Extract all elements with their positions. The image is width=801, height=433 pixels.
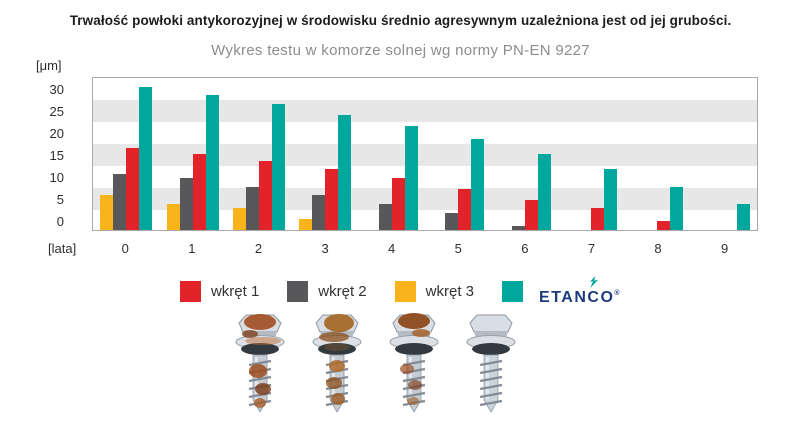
bar: [272, 104, 286, 230]
x-tick-label: 5: [454, 241, 462, 256]
bar: [192, 154, 206, 230]
chart-title: Trwałość powłoki antykorozyjnej w środow…: [69, 13, 732, 28]
legend-item-wkret-3: wkręt 3: [394, 280, 475, 302]
bar: [458, 188, 472, 230]
bar-group-year-6: [491, 78, 557, 230]
bar: [537, 154, 551, 230]
x-tick-label: 0: [121, 241, 129, 256]
legend-swatch-red: [179, 280, 201, 302]
legend-item-etanco: ETANCO®: [502, 276, 621, 306]
registered-trademark-symbol: ®: [614, 290, 622, 297]
bar: [511, 225, 525, 230]
plot-area: [92, 77, 758, 231]
y-tick-label: 30: [49, 82, 64, 97]
bar: [591, 208, 605, 230]
bar-group-year-1: [159, 78, 225, 230]
bar: [604, 169, 618, 230]
bar-group-year-9: [691, 78, 757, 230]
bar-group-year-0: [93, 78, 159, 230]
bar-group-year-2: [226, 78, 292, 230]
legend-label: wkręt 2: [318, 282, 367, 300]
y-tick-label: 5: [56, 192, 64, 207]
bar: [100, 195, 114, 230]
x-tick-label: 4: [388, 241, 396, 256]
bar: [126, 147, 140, 230]
bar: [471, 138, 485, 230]
legend-item-wkret-1: wkręt 1: [179, 280, 260, 302]
clean-etanco-screw-photo: [463, 311, 519, 422]
screw-photos-row: [232, 311, 519, 422]
bar: [113, 173, 127, 230]
bar: [338, 114, 352, 230]
legend-label: wkręt 3: [425, 282, 475, 300]
bar: [233, 208, 247, 230]
y-axis-tick-labels: 0 5 10 15 20 25 30: [30, 77, 82, 231]
rusty-screw-photo-1: [232, 311, 288, 422]
y-axis-unit-label: [μm]: [36, 58, 62, 73]
bar: [205, 95, 219, 230]
x-tick-label: 1: [188, 241, 196, 256]
bar: [246, 186, 260, 230]
etanco-spark-icon: [589, 276, 598, 289]
bar: [179, 177, 193, 230]
y-tick-label: 15: [49, 148, 64, 163]
bar: [445, 212, 459, 230]
x-tick-label: 2: [254, 241, 263, 256]
bar: [657, 221, 671, 230]
legend-label: wkręt 1: [210, 282, 260, 300]
y-tick-label: 10: [49, 170, 64, 185]
x-axis-tick-labels: 0 1 2 3 4 5 6 7 8 9: [92, 241, 758, 256]
y-tick-label: 25: [49, 104, 64, 119]
bar: [404, 125, 418, 230]
chart-subtitle: Wykres testu w komorze solnej wg normy P…: [211, 42, 590, 59]
legend-item-wkret-2: wkręt 2: [287, 280, 367, 302]
etanco-logo-text: ETANCO®: [539, 289, 622, 306]
bar: [670, 186, 684, 230]
bar-group-year-5: [425, 78, 491, 230]
x-tick-label: 3: [321, 241, 329, 256]
bar: [736, 203, 750, 230]
bar-group-year-3: [292, 78, 358, 230]
x-tick-label: 8: [654, 241, 662, 256]
bar: [325, 169, 339, 230]
etanco-logo: ETANCO®: [539, 276, 621, 306]
bar: [259, 160, 273, 230]
rusty-screw-photo-3: [386, 311, 442, 422]
x-axis-unit-label: [lata]: [48, 241, 77, 256]
bar-group-year-8: [624, 78, 690, 230]
x-tick-label: 9: [721, 241, 729, 256]
bar: [378, 203, 392, 230]
bar: [391, 177, 405, 230]
chart-legend: wkręt 1 wkręt 2 wkręt 3 ETANCO®: [0, 276, 801, 306]
bar: [524, 199, 538, 230]
y-tick-label: 0: [56, 214, 64, 229]
bar-group-year-4: [359, 78, 425, 230]
legend-swatch-gray: [287, 280, 309, 302]
y-tick-label: 20: [49, 126, 64, 141]
bar: [139, 86, 153, 230]
legend-swatch-teal: [502, 280, 524, 302]
x-tick-label: 7: [587, 241, 596, 256]
bar-group-year-7: [558, 78, 624, 230]
x-tick-label: 6: [521, 241, 529, 256]
rusty-screw-photo-2: [309, 311, 365, 422]
legend-swatch-yellow: [394, 280, 416, 302]
bar: [166, 203, 180, 230]
bar: [312, 195, 326, 230]
bar: [299, 219, 313, 230]
